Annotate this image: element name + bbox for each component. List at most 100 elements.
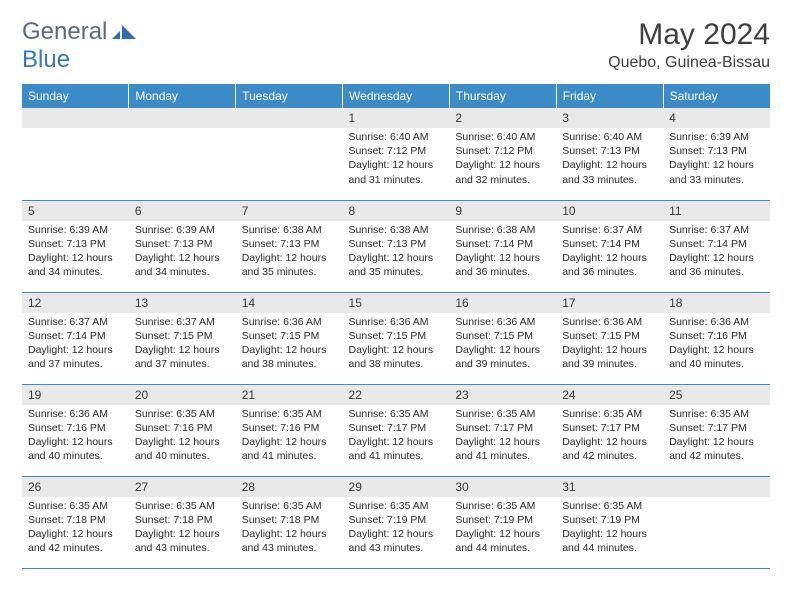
calendar-cell: 2Sunrise: 6:40 AMSunset: 7:12 PMDaylight… [449, 108, 556, 200]
calendar-cell: 27Sunrise: 6:35 AMSunset: 7:18 PMDayligh… [129, 476, 236, 568]
calendar-cell: 25Sunrise: 6:35 AMSunset: 7:17 PMDayligh… [663, 384, 770, 476]
calendar-cell [22, 108, 129, 200]
day-number: 21 [236, 385, 343, 405]
brand-text-blue: Blue [22, 46, 70, 73]
day-number: 24 [556, 385, 663, 405]
day-detail: Sunrise: 6:35 AMSunset: 7:18 PMDaylight:… [129, 497, 236, 558]
calendar-cell [663, 476, 770, 568]
day-number: 8 [343, 201, 450, 221]
calendar-row: 12Sunrise: 6:37 AMSunset: 7:14 PMDayligh… [22, 292, 770, 384]
day-number-empty [663, 477, 770, 497]
day-number: 29 [343, 477, 450, 497]
day-header: Wednesday [343, 84, 450, 108]
day-header: Tuesday [236, 84, 343, 108]
day-detail: Sunrise: 6:35 AMSunset: 7:17 PMDaylight:… [343, 405, 450, 466]
month-title: May 2024 [608, 18, 770, 52]
day-number: 5 [22, 201, 129, 221]
calendar-cell [129, 108, 236, 200]
day-number: 2 [449, 108, 556, 128]
day-detail: Sunrise: 6:36 AMSunset: 7:16 PMDaylight:… [22, 405, 129, 466]
calendar-cell: 9Sunrise: 6:38 AMSunset: 7:14 PMDaylight… [449, 200, 556, 292]
day-header: Thursday [449, 84, 556, 108]
calendar-cell: 14Sunrise: 6:36 AMSunset: 7:15 PMDayligh… [236, 292, 343, 384]
day-detail: Sunrise: 6:39 AMSunset: 7:13 PMDaylight:… [129, 221, 236, 282]
day-number: 16 [449, 293, 556, 313]
day-detail: Sunrise: 6:40 AMSunset: 7:12 PMDaylight:… [343, 128, 450, 189]
day-number: 9 [449, 201, 556, 221]
day-detail: Sunrise: 6:38 AMSunset: 7:13 PMDaylight:… [236, 221, 343, 282]
calendar-cell: 8Sunrise: 6:38 AMSunset: 7:13 PMDaylight… [343, 200, 450, 292]
day-detail: Sunrise: 6:39 AMSunset: 7:13 PMDaylight:… [22, 221, 129, 282]
calendar-body: 1Sunrise: 6:40 AMSunset: 7:12 PMDaylight… [22, 108, 770, 568]
calendar-cell: 23Sunrise: 6:35 AMSunset: 7:17 PMDayligh… [449, 384, 556, 476]
day-detail: Sunrise: 6:36 AMSunset: 7:15 PMDaylight:… [556, 313, 663, 374]
calendar-cell [236, 108, 343, 200]
day-number: 15 [343, 293, 450, 313]
calendar-cell: 13Sunrise: 6:37 AMSunset: 7:15 PMDayligh… [129, 292, 236, 384]
day-detail: Sunrise: 6:36 AMSunset: 7:15 PMDaylight:… [449, 313, 556, 374]
calendar-cell: 19Sunrise: 6:36 AMSunset: 7:16 PMDayligh… [22, 384, 129, 476]
day-header: Saturday [663, 84, 770, 108]
day-number: 6 [129, 201, 236, 221]
calendar-cell: 6Sunrise: 6:39 AMSunset: 7:13 PMDaylight… [129, 200, 236, 292]
calendar-cell: 20Sunrise: 6:35 AMSunset: 7:16 PMDayligh… [129, 384, 236, 476]
day-number: 30 [449, 477, 556, 497]
day-number: 10 [556, 201, 663, 221]
day-detail: Sunrise: 6:38 AMSunset: 7:13 PMDaylight:… [343, 221, 450, 282]
page-header: General May 2024 Quebo, Guinea-Bissau [22, 18, 770, 72]
day-number: 13 [129, 293, 236, 313]
calendar-cell: 30Sunrise: 6:35 AMSunset: 7:19 PMDayligh… [449, 476, 556, 568]
day-detail: Sunrise: 6:35 AMSunset: 7:17 PMDaylight:… [449, 405, 556, 466]
calendar-cell: 21Sunrise: 6:35 AMSunset: 7:16 PMDayligh… [236, 384, 343, 476]
day-detail: Sunrise: 6:35 AMSunset: 7:16 PMDaylight:… [129, 405, 236, 466]
day-number: 27 [129, 477, 236, 497]
day-header: Friday [556, 84, 663, 108]
day-number-empty [236, 108, 343, 128]
day-detail: Sunrise: 6:40 AMSunset: 7:12 PMDaylight:… [449, 128, 556, 189]
brand-mark-icon [112, 21, 136, 44]
day-detail: Sunrise: 6:35 AMSunset: 7:19 PMDaylight:… [449, 497, 556, 558]
calendar-cell: 31Sunrise: 6:35 AMSunset: 7:19 PMDayligh… [556, 476, 663, 568]
day-detail: Sunrise: 6:39 AMSunset: 7:13 PMDaylight:… [663, 128, 770, 189]
day-detail: Sunrise: 6:35 AMSunset: 7:18 PMDaylight:… [22, 497, 129, 558]
day-number: 11 [663, 201, 770, 221]
day-detail: Sunrise: 6:35 AMSunset: 7:19 PMDaylight:… [343, 497, 450, 558]
day-detail: Sunrise: 6:37 AMSunset: 7:14 PMDaylight:… [22, 313, 129, 374]
day-header: Monday [129, 84, 236, 108]
calendar-cell: 24Sunrise: 6:35 AMSunset: 7:17 PMDayligh… [556, 384, 663, 476]
calendar-row: 19Sunrise: 6:36 AMSunset: 7:16 PMDayligh… [22, 384, 770, 476]
brand-text-general: General [22, 18, 107, 46]
day-number: 26 [22, 477, 129, 497]
day-detail: Sunrise: 6:35 AMSunset: 7:16 PMDaylight:… [236, 405, 343, 466]
day-detail: Sunrise: 6:36 AMSunset: 7:15 PMDaylight:… [236, 313, 343, 374]
title-block: May 2024 Quebo, Guinea-Bissau [608, 18, 770, 72]
day-number: 28 [236, 477, 343, 497]
day-detail: Sunrise: 6:35 AMSunset: 7:19 PMDaylight:… [556, 497, 663, 558]
calendar-table: SundayMondayTuesdayWednesdayThursdayFrid… [22, 84, 770, 569]
calendar-cell: 29Sunrise: 6:35 AMSunset: 7:19 PMDayligh… [343, 476, 450, 568]
calendar-row: 1Sunrise: 6:40 AMSunset: 7:12 PMDaylight… [22, 108, 770, 200]
day-detail: Sunrise: 6:37 AMSunset: 7:14 PMDaylight:… [556, 221, 663, 282]
day-number: 12 [22, 293, 129, 313]
day-detail: Sunrise: 6:37 AMSunset: 7:15 PMDaylight:… [129, 313, 236, 374]
calendar-cell: 10Sunrise: 6:37 AMSunset: 7:14 PMDayligh… [556, 200, 663, 292]
day-number: 4 [663, 108, 770, 128]
day-number: 3 [556, 108, 663, 128]
day-number: 1 [343, 108, 450, 128]
day-detail: Sunrise: 6:35 AMSunset: 7:18 PMDaylight:… [236, 497, 343, 558]
day-number: 19 [22, 385, 129, 405]
day-number: 31 [556, 477, 663, 497]
day-detail: Sunrise: 6:36 AMSunset: 7:15 PMDaylight:… [343, 313, 450, 374]
calendar-head: SundayMondayTuesdayWednesdayThursdayFrid… [22, 84, 770, 108]
calendar-row: 26Sunrise: 6:35 AMSunset: 7:18 PMDayligh… [22, 476, 770, 568]
day-number: 14 [236, 293, 343, 313]
calendar-cell: 26Sunrise: 6:35 AMSunset: 7:18 PMDayligh… [22, 476, 129, 568]
day-detail: Sunrise: 6:40 AMSunset: 7:13 PMDaylight:… [556, 128, 663, 189]
day-number-empty [129, 108, 236, 128]
calendar-cell: 28Sunrise: 6:35 AMSunset: 7:18 PMDayligh… [236, 476, 343, 568]
calendar-cell: 22Sunrise: 6:35 AMSunset: 7:17 PMDayligh… [343, 384, 450, 476]
day-number: 18 [663, 293, 770, 313]
calendar-cell: 12Sunrise: 6:37 AMSunset: 7:14 PMDayligh… [22, 292, 129, 384]
day-header: Sunday [22, 84, 129, 108]
calendar-cell: 17Sunrise: 6:36 AMSunset: 7:15 PMDayligh… [556, 292, 663, 384]
